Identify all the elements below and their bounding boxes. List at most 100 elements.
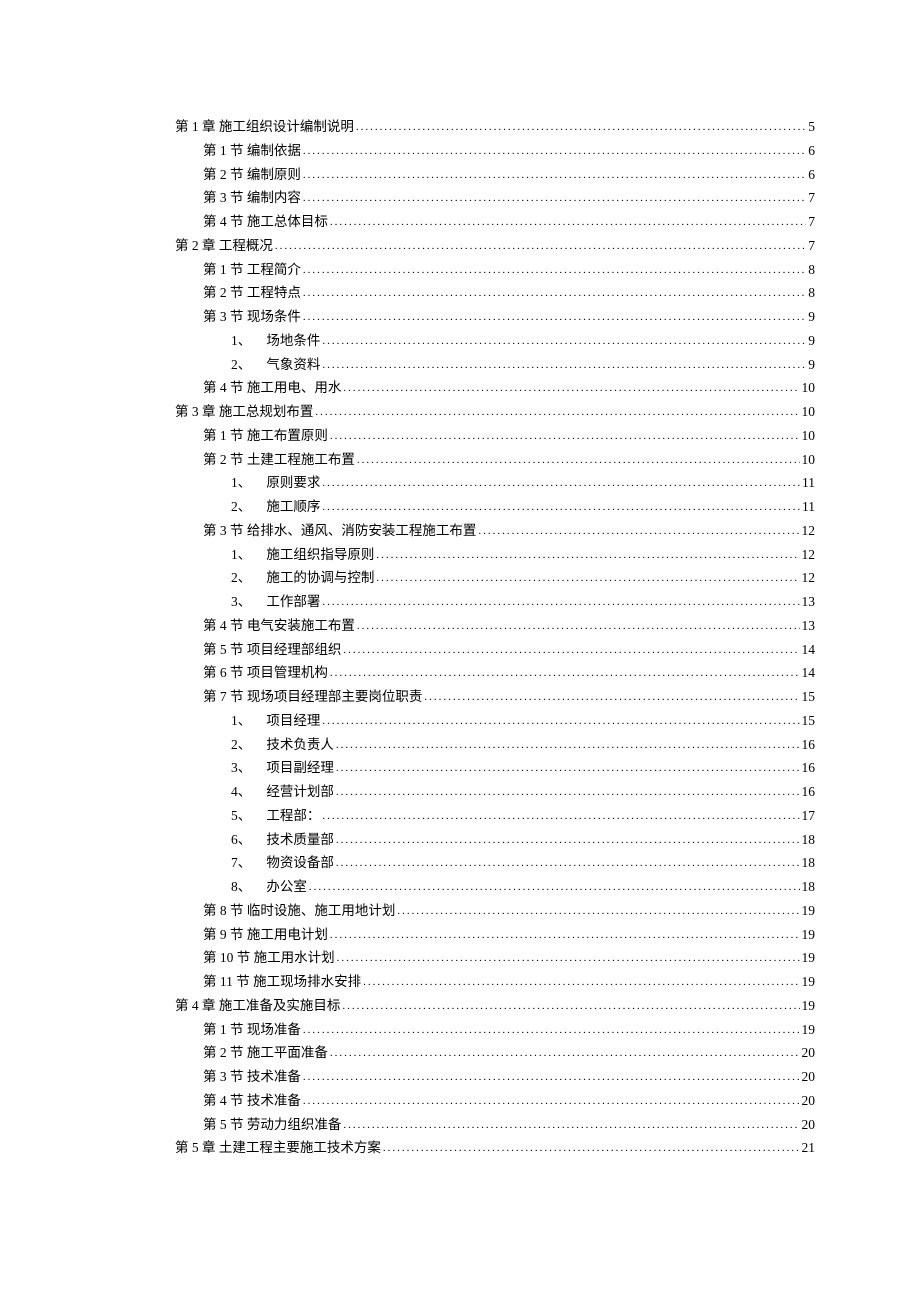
toc-entry-page: 14 — [802, 638, 816, 662]
toc-entry-label: 第 2 节 工程特点 — [203, 281, 301, 305]
toc-entry-label: 第 4 节 施工用电、用水 — [203, 376, 341, 400]
toc-entry-label: 2、 技术负责人 — [231, 733, 334, 757]
toc-entry-number: 6、 — [231, 828, 263, 852]
toc-entry-label: 第 11 节 施工现场排水安排 — [203, 970, 361, 994]
toc-entry-page: 7 — [808, 234, 815, 258]
toc-entry-number: 2、 — [231, 566, 263, 590]
toc-entry-page: 19 — [802, 994, 816, 1018]
toc-dot-leader — [337, 949, 800, 968]
toc-entry: 第 7 节 现场项目经理部主要岗位职责 15 — [175, 685, 815, 709]
toc-entry-label: 第 9 节 施工用电计划 — [203, 923, 328, 947]
toc-entry-label: 1、 项目经理 — [231, 709, 320, 733]
toc-dot-leader — [330, 664, 800, 683]
toc-entry-page: 9 — [808, 305, 815, 329]
toc-entry: 6、 技术质量部 18 — [175, 828, 815, 852]
toc-entry-label: 第 4 章 施工准备及实施目标 — [175, 994, 340, 1018]
toc-dot-leader — [343, 1116, 799, 1135]
toc-dot-leader — [303, 142, 806, 161]
toc-entry-label: 第 1 节 工程简介 — [203, 258, 301, 282]
toc-dot-leader — [356, 118, 806, 137]
toc-entry: 2、 气象资料 9 — [175, 353, 815, 377]
toc-entry-label: 6、 技术质量部 — [231, 828, 334, 852]
toc-dot-leader — [303, 1068, 800, 1087]
toc-entry-page: 13 — [802, 614, 816, 638]
toc-dot-leader — [330, 1044, 800, 1063]
toc-entry: 2、 技术负责人 16 — [175, 733, 815, 757]
toc-entry-label: 第 1 章 施工组织设计编制说明 — [175, 115, 354, 139]
toc-dot-leader — [303, 284, 806, 303]
toc-dot-leader — [343, 379, 799, 398]
toc-entry: 第 4 章 施工准备及实施目标 19 — [175, 994, 815, 1018]
toc-dot-leader — [322, 807, 799, 826]
toc-dot-leader — [275, 237, 806, 256]
toc-entry-page: 20 — [802, 1041, 816, 1065]
toc-dot-leader — [336, 759, 800, 778]
toc-entry: 1、 项目经理 15 — [175, 709, 815, 733]
toc-dot-leader — [303, 189, 806, 208]
toc-entry-page: 12 — [802, 543, 816, 567]
toc-entry: 第 2 章 工程概况7 — [175, 234, 815, 258]
toc-entry: 第 3 节 给排水、通风、消防安装工程施工布置 12 — [175, 519, 815, 543]
toc-entry-page: 5 — [808, 115, 815, 139]
toc-entry-label: 第 6 节 项目管理机构 — [203, 661, 328, 685]
toc-entry-label: 8、 办公室 — [231, 875, 307, 899]
toc-dot-leader — [309, 878, 800, 897]
toc-entry-page: 7 — [808, 210, 815, 234]
toc-entry: 2、 施工的协调与控制12 — [175, 566, 815, 590]
toc-entry-label: 第 8 节 临时设施、施工用地计划 — [203, 899, 395, 923]
toc-entry-page: 20 — [802, 1089, 816, 1113]
toc-entry: 第 10 节 施工用水计划19 — [175, 946, 815, 970]
toc-entry-number: 2、 — [231, 495, 263, 519]
toc-dot-leader — [330, 213, 806, 232]
toc-dot-leader — [336, 783, 800, 802]
toc-entry-label: 第 1 节 施工布置原则 — [203, 424, 328, 448]
toc-entry-label: 第 2 节 土建工程施工布置 — [203, 448, 355, 472]
toc-entry-page: 15 — [802, 709, 816, 733]
toc-entry-page: 18 — [802, 875, 816, 899]
toc-entry-label: 第 4 节 电气安装施工布置 — [203, 614, 355, 638]
toc-dot-leader — [376, 546, 799, 565]
toc-entry-label: 4、 经营计划部 — [231, 780, 334, 804]
toc-entry: 第 3 节 技术准备20 — [175, 1065, 815, 1089]
toc-entry-page: 12 — [802, 519, 816, 543]
toc-entry-label: 5、 工程部： — [231, 804, 320, 828]
toc-entry-page: 21 — [802, 1136, 816, 1160]
toc-dot-leader — [322, 356, 806, 375]
toc-dot-leader — [376, 569, 799, 588]
toc-entry-page: 20 — [802, 1065, 816, 1089]
toc-entry-number: 2、 — [231, 353, 263, 377]
toc-dot-leader — [330, 427, 800, 446]
toc-entry-number: 1、 — [231, 543, 263, 567]
toc-entry-page: 16 — [802, 733, 816, 757]
toc-dot-leader — [336, 736, 800, 755]
toc-entry-page: 16 — [802, 780, 816, 804]
toc-entry-number: 1、 — [231, 471, 263, 495]
toc-entry-page: 18 — [802, 828, 816, 852]
toc-entry: 第 2 节 土建工程施工布置10 — [175, 448, 815, 472]
toc-entry: 第 3 节 现场条件9 — [175, 305, 815, 329]
toc-entry-page: 10 — [802, 376, 816, 400]
toc-entry-page: 8 — [808, 258, 815, 282]
toc-entry-label: 第 3 节 给排水、通风、消防安装工程施工布置 — [203, 519, 476, 543]
toc-dot-leader — [303, 1021, 800, 1040]
toc-entry: 第 1 节 工程简介 8 — [175, 258, 815, 282]
toc-entry-label: 2、 气象资料 — [231, 353, 320, 377]
toc-entry-number: 7、 — [231, 851, 263, 875]
toc-entry: 第 2 节 工程特点 8 — [175, 281, 815, 305]
toc-entry-label: 第 7 节 现场项目经理部主要岗位职责 — [203, 685, 422, 709]
toc-entry-label: 1、 场地条件 — [231, 329, 320, 353]
toc-entry-page: 9 — [808, 329, 815, 353]
toc-entry-page: 19 — [802, 923, 816, 947]
toc-entry: 1、 场地条件 9 — [175, 329, 815, 353]
toc-entry-page: 10 — [802, 424, 816, 448]
toc-entry: 第 3 节 编制内容7 — [175, 186, 815, 210]
toc-entry-page: 8 — [808, 281, 815, 305]
toc-entry-page: 15 — [802, 685, 816, 709]
toc-entry-page: 17 — [802, 804, 816, 828]
toc-dot-leader — [478, 522, 799, 541]
toc-entry-number: 4、 — [231, 780, 263, 804]
toc-entry: 8、 办公室 18 — [175, 875, 815, 899]
toc-entry-number: 3、 — [231, 756, 263, 780]
toc-entry-page: 9 — [808, 353, 815, 377]
toc-dot-leader — [322, 474, 800, 493]
